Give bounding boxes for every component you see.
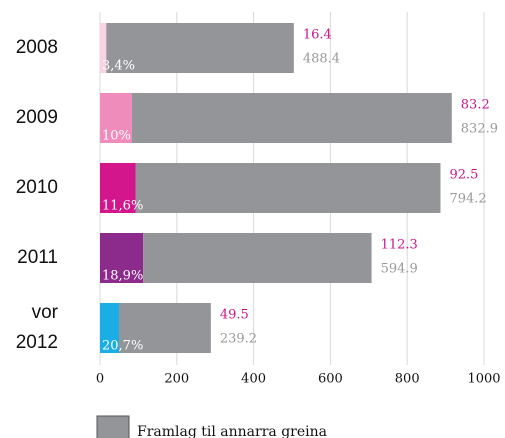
value-label: 488.4	[303, 52, 340, 67]
percent-label: 18,9%	[102, 269, 143, 284]
bar-segment	[100, 93, 132, 143]
y-tick-label: 2010	[15, 177, 58, 198]
value-label: 112.3	[381, 238, 418, 253]
bar-segment	[100, 233, 144, 283]
value-label: 594.9	[381, 262, 418, 277]
legend-label: Framlag til annarra greina	[137, 424, 327, 438]
bar-segment	[135, 163, 441, 213]
bar-segment	[100, 163, 136, 213]
bar-segment	[143, 233, 372, 283]
x-tick-label: 0	[96, 372, 104, 387]
x-tick-label: 600	[318, 372, 343, 387]
y-tick-label: 2008	[15, 37, 58, 58]
x-tick-label: 400	[241, 372, 266, 387]
x-tick-label: 200	[164, 372, 189, 387]
y-tick-label: 2011	[17, 247, 58, 268]
x-tick-label: 800	[395, 372, 420, 387]
y-tick-label: vor 2012	[15, 302, 58, 353]
y-tick-label: 2009	[15, 107, 58, 128]
value-label: 794.2	[449, 192, 486, 207]
bar-segment	[119, 303, 211, 353]
x-tick-label: 1000	[467, 372, 500, 387]
value-label: 16.4	[303, 28, 332, 43]
value-label: 239.2	[220, 332, 257, 347]
bar-segment	[131, 93, 452, 143]
percent-label: 11,6%	[102, 199, 143, 214]
percent-label: 10%	[102, 129, 131, 144]
value-label: 83.2	[461, 98, 490, 113]
bar-segment	[100, 23, 107, 73]
value-label: 49.5	[220, 308, 249, 323]
legend-swatch	[96, 415, 130, 438]
percent-label: 20,7%	[102, 339, 143, 354]
bar-segment	[100, 303, 120, 353]
bar-segment	[106, 23, 294, 73]
value-label: 92.5	[449, 168, 478, 183]
value-label: 832.9	[461, 122, 498, 137]
percent-label: 3,4%	[102, 59, 135, 74]
